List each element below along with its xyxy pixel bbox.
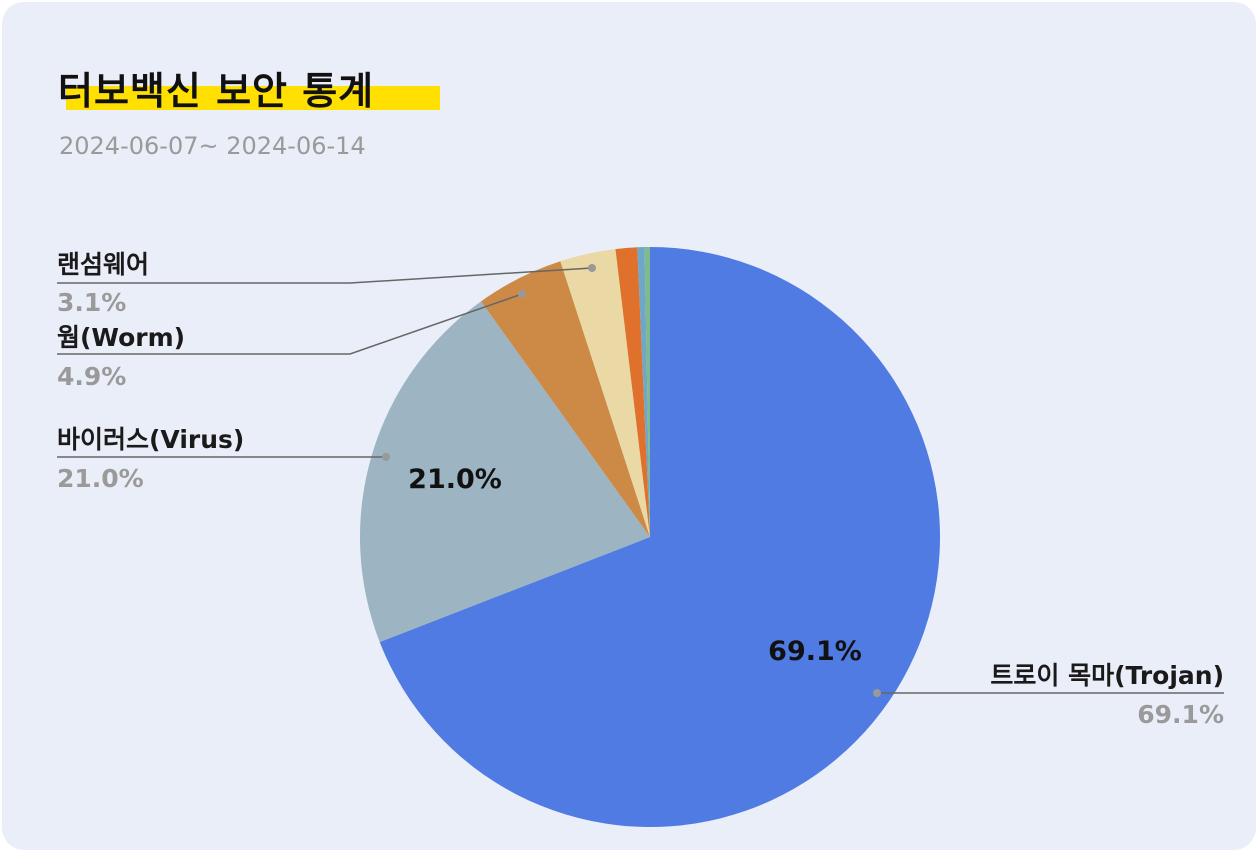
pie-slice-1 xyxy=(360,301,650,643)
leader-dot xyxy=(382,453,390,461)
leader-line xyxy=(57,293,523,355)
page-title: 터보백신 보안 통계 xyxy=(58,69,375,113)
pie-slice-5 xyxy=(637,247,650,537)
callout-name: 트로이 목마(Trojan) xyxy=(990,661,1224,690)
title-highlight xyxy=(66,86,440,110)
leader-dot xyxy=(588,264,596,272)
callout-percent: 4.9% xyxy=(57,362,126,391)
pie-slice-6 xyxy=(644,247,650,537)
callout-percent: 3.1% xyxy=(57,288,126,317)
callout-name: 랜섬웨어 xyxy=(57,250,149,279)
callout-name: 바이러스(Virus) xyxy=(57,425,244,454)
slice-value-label: 21.0% xyxy=(408,464,502,495)
pie-slice-4 xyxy=(615,247,650,537)
callout-percent: 21.0% xyxy=(57,464,144,493)
slice-value-label: 69.1% xyxy=(768,636,862,667)
pie-slice-3 xyxy=(560,249,650,538)
callout-name: 웜(Worm) xyxy=(57,323,185,352)
leader-dot xyxy=(518,290,526,298)
leader-line xyxy=(57,267,593,284)
pie-slice-0 xyxy=(379,247,941,828)
pie-slice-2 xyxy=(481,261,650,537)
date-range: 2024-06-07~ 2024-06-14 xyxy=(59,132,366,160)
callout-percent: 69.1% xyxy=(1137,700,1224,729)
title-block: 터보백신 보안 통계 xyxy=(58,60,440,115)
leader-dot xyxy=(873,689,881,697)
